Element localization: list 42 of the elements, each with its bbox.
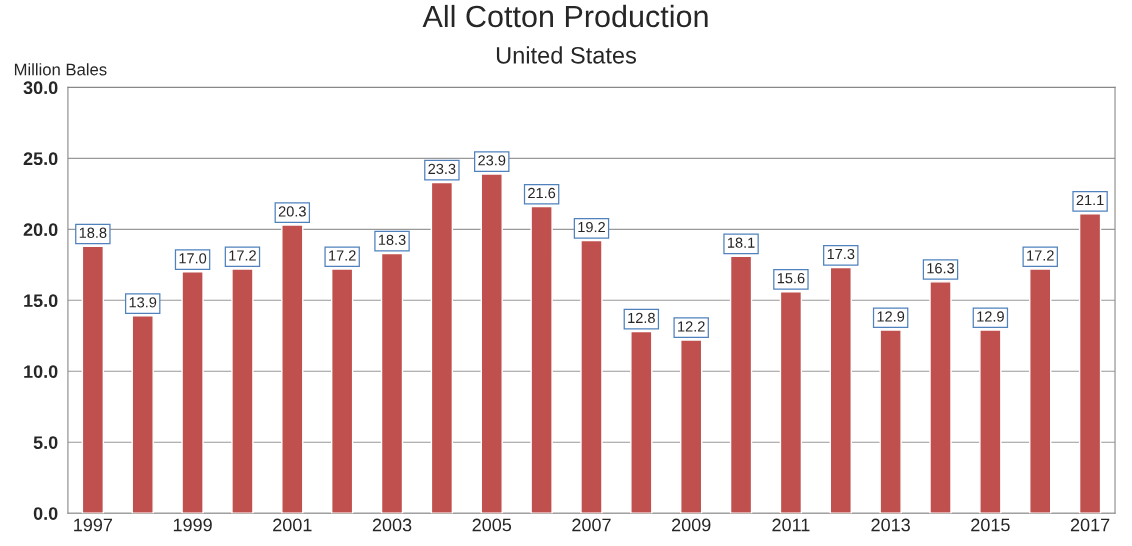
x-tick-label: 2001: [273, 518, 312, 532]
x-tick-label: 2009: [672, 518, 711, 532]
x-tick-label: 2005: [472, 518, 512, 532]
y-tick-label: 25.0: [23, 152, 58, 166]
data-label: 23.3: [428, 163, 456, 175]
data-label: 18.1: [727, 237, 755, 248]
data-label: 12.8: [628, 312, 655, 324]
data-label: 20.3: [278, 206, 306, 217]
x-tick-label: 2003: [372, 518, 412, 532]
data-label: 12.9: [977, 311, 1004, 322]
x-tick-label: 2011: [772, 518, 810, 532]
y-axis-title: Million Bales: [14, 63, 107, 76]
data-label: 16.3: [927, 263, 955, 274]
data-label: 12.9: [877, 311, 905, 322]
data-label: 18.3: [378, 234, 406, 246]
x-tick-label: 2015: [971, 518, 1010, 532]
data-label: 17.2: [229, 250, 256, 261]
y-tick-label: 20.0: [23, 223, 58, 237]
x-tick-label: 1999: [173, 518, 212, 532]
y-tick-label: 0.0: [33, 507, 58, 520]
x-tick-label: 2007: [572, 518, 611, 532]
data-label: 17.0: [179, 253, 207, 264]
data-label: 18.8: [79, 227, 107, 238]
data-label: 17.2: [329, 250, 356, 261]
x-tick-label: 2017: [1070, 518, 1110, 532]
chart-subtitle: United States: [496, 46, 637, 64]
x-tick-label: 1997: [74, 518, 113, 532]
y-tick-label: 10.0: [24, 365, 58, 378]
data-label: 19.2: [578, 221, 605, 233]
y-tick-label: 30.0: [23, 81, 58, 95]
data-label: 21.1: [1076, 194, 1104, 206]
data-label: 17.3: [827, 248, 855, 260]
data-label: 13.9: [129, 297, 157, 308]
y-tick-label: 15.0: [24, 294, 58, 308]
data-label: 23.9: [478, 155, 506, 166]
data-label: 12.2: [678, 321, 705, 332]
y-tick-label: 5.0: [33, 436, 58, 449]
data-label: 15.6: [777, 273, 805, 284]
data-label: 21.6: [528, 187, 556, 199]
data-label: 17.2: [1027, 250, 1054, 261]
chart-title: All Cotton Production: [422, 4, 708, 28]
x-tick-label: 2013: [871, 518, 910, 532]
